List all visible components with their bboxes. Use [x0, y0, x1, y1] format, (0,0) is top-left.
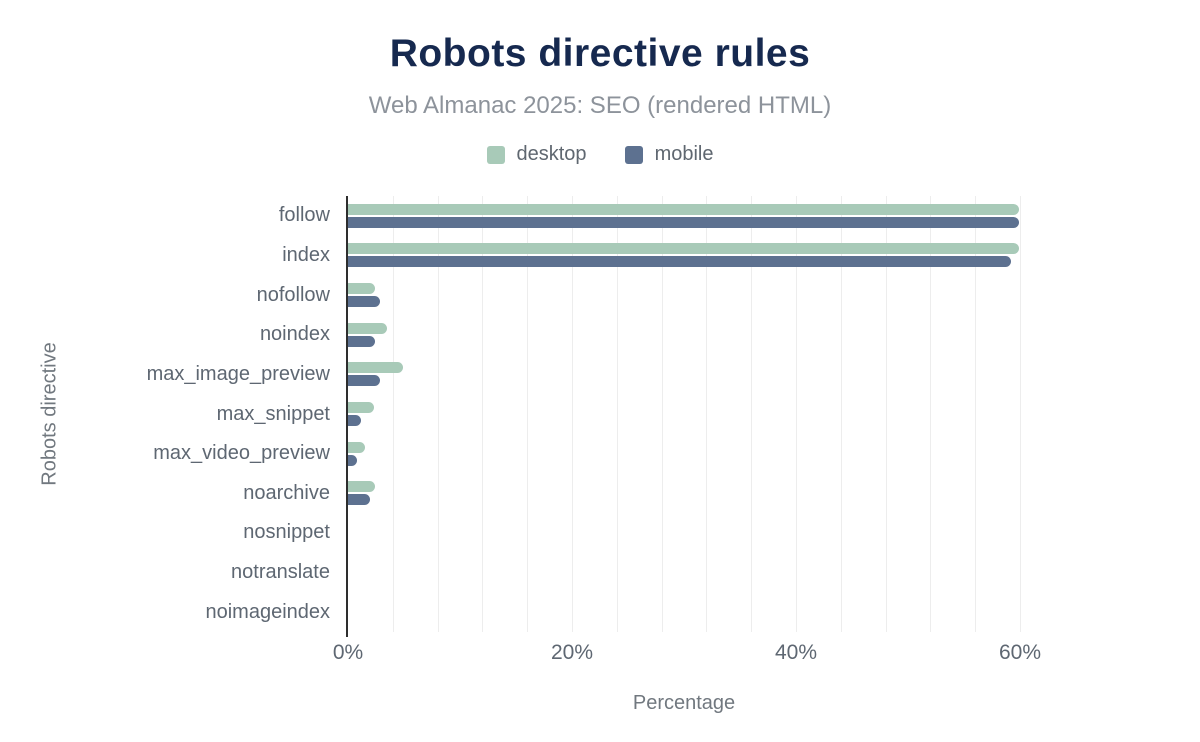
gridline-24pct	[617, 196, 618, 632]
legend-swatch-desktop	[486, 145, 505, 164]
gridline-20pct	[572, 196, 573, 632]
bar-row-follow	[348, 196, 1068, 236]
legend-item-mobile: mobile	[624, 143, 714, 166]
x-tick-0pct: 0%	[332, 641, 364, 664]
legend-swatch-mobile	[624, 145, 643, 164]
gridline-12pct	[482, 196, 483, 632]
bar-row-notranslate	[348, 553, 1068, 593]
y-axis-line	[346, 196, 348, 637]
bar-desktop-follow	[348, 203, 1019, 215]
gridline-44pct	[841, 196, 842, 632]
gridline-40pct	[796, 196, 797, 632]
category-label-follow: follow	[278, 204, 330, 227]
chart-title: Robots directive rules	[389, 32, 811, 75]
gridline-16pct	[527, 196, 528, 632]
bar-desktop-noarchive	[348, 481, 375, 493]
gridline-48pct	[886, 196, 887, 632]
bar-desktop-index	[348, 243, 1019, 255]
bar-row-nosnippet	[348, 513, 1068, 553]
bar-mobile-index	[348, 256, 1012, 268]
category-label-nofollow: nofollow	[256, 283, 330, 306]
category-label-max_image_preview: max_image_preview	[146, 362, 330, 385]
category-label-noarchive: noarchive	[243, 481, 330, 504]
category-label-max_video_preview: max_video_preview	[153, 442, 330, 465]
category-label-noindex: noindex	[259, 323, 330, 346]
chart-subtitle: Web Almanac 2025: SEO (rendered HTML)	[368, 92, 832, 119]
bar-row-max_snippet	[348, 394, 1068, 434]
x-axis-title: Percentage	[632, 692, 736, 714]
x-tick-60pct: 60%	[998, 641, 1042, 664]
bar-row-nofollow	[348, 275, 1068, 315]
bar-row-index	[348, 236, 1068, 276]
bar-mobile-nofollow	[348, 296, 381, 308]
category-label-max_snippet: max_snippet	[216, 402, 330, 425]
category-label-index: index	[282, 243, 330, 266]
bar-desktop-max_image_preview	[348, 362, 403, 374]
bar-row-noindex	[348, 315, 1068, 355]
bar-desktop-max_video_preview	[348, 441, 365, 453]
bar-mobile-noindex	[348, 335, 375, 347]
bar-row-noimageindex	[348, 592, 1068, 632]
gridline-52pct	[930, 196, 931, 632]
x-tick-20pct: 20%	[550, 641, 594, 664]
legend: desktop mobile	[0, 143, 1200, 166]
gridline-56pct	[975, 196, 976, 632]
bar-mobile-follow	[348, 216, 1019, 228]
bar-row-noarchive	[348, 473, 1068, 513]
bar-desktop-nofollow	[348, 283, 375, 295]
legend-label: desktop	[516, 143, 587, 165]
x-axis-ticks: 0% 20% 40% 60%	[333, 641, 1068, 671]
bar-row-max_image_preview	[348, 355, 1068, 395]
category-label-noimageindex: noimageindex	[205, 600, 330, 623]
category-label-notranslate: notranslate	[231, 561, 330, 584]
x-tick-40pct: 40%	[774, 641, 818, 664]
category-label-nosnippet: nosnippet	[243, 521, 330, 544]
bar-rows	[348, 196, 1068, 632]
gridline-60pct	[1020, 196, 1021, 632]
bar-mobile-max_image_preview	[348, 375, 381, 387]
bar-desktop-noindex	[348, 322, 388, 334]
bar-row-max_video_preview	[348, 434, 1068, 474]
plot-area	[348, 196, 1068, 632]
legend-item-desktop: desktop	[486, 143, 587, 166]
bar-mobile-max_snippet	[348, 415, 362, 427]
bar-mobile-noarchive	[348, 494, 371, 506]
bar-mobile-max_video_preview	[348, 454, 357, 466]
bar-desktop-max_snippet	[348, 402, 374, 414]
legend-label: mobile	[654, 143, 714, 165]
gridline-28pct	[662, 196, 663, 632]
gridline-8pct	[438, 196, 439, 632]
gridline-4pct	[393, 196, 394, 632]
gridline-36pct	[751, 196, 752, 632]
gridline-32pct	[706, 196, 707, 632]
category-labels: follow index nofollow noindex max_image_prev…	[0, 196, 339, 632]
